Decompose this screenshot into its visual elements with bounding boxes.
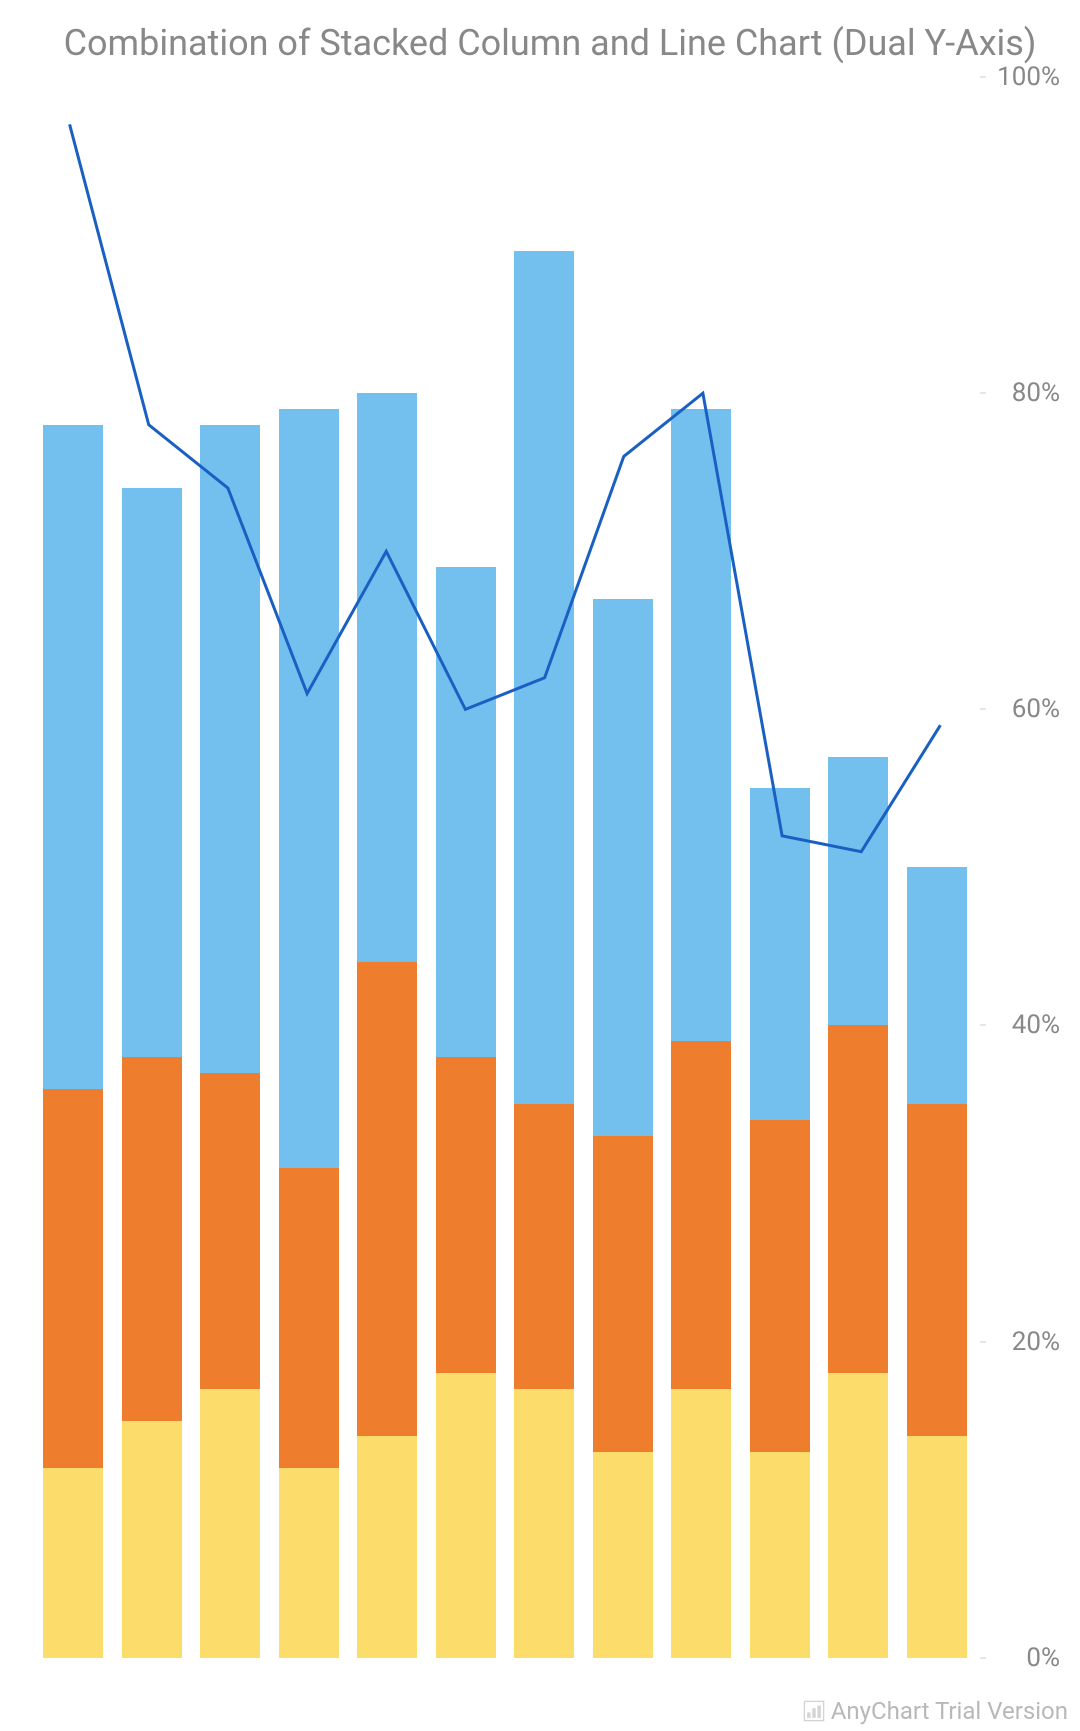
plot-area — [30, 77, 980, 1658]
y-tick-label: 100% — [997, 62, 1060, 92]
y-tick-label: 40% — [1012, 1010, 1060, 1040]
y-tick-mark — [980, 709, 986, 710]
y-tick-mark — [980, 392, 986, 393]
y-tick-label: 0% — [1026, 1643, 1060, 1673]
y-tick-label: 60% — [1012, 694, 1060, 724]
watermark-text: AnyChart Trial Version — [831, 1697, 1068, 1725]
y-tick-mark — [980, 1657, 986, 1658]
y-tick-mark — [980, 76, 986, 77]
line-path — [70, 124, 941, 851]
plot-wrapper: 0%20%40%60%80%100% — [30, 77, 1070, 1658]
chart-title: Combination of Stacked Column and Line C… — [30, 20, 1070, 77]
watermark: AnyChart Trial Version — [803, 1697, 1068, 1725]
y-tick-mark — [980, 1025, 986, 1026]
line-series-svg — [30, 77, 980, 1658]
y-tick-label: 80% — [1012, 378, 1060, 408]
chart-container: Combination of Stacked Column and Line C… — [0, 0, 1080, 1731]
chart-icon — [803, 1700, 825, 1722]
y-tick-mark — [980, 1341, 986, 1342]
y-axis-right: 0%20%40%60%80%100% — [980, 77, 1070, 1658]
y-tick-label: 20% — [1012, 1327, 1060, 1357]
